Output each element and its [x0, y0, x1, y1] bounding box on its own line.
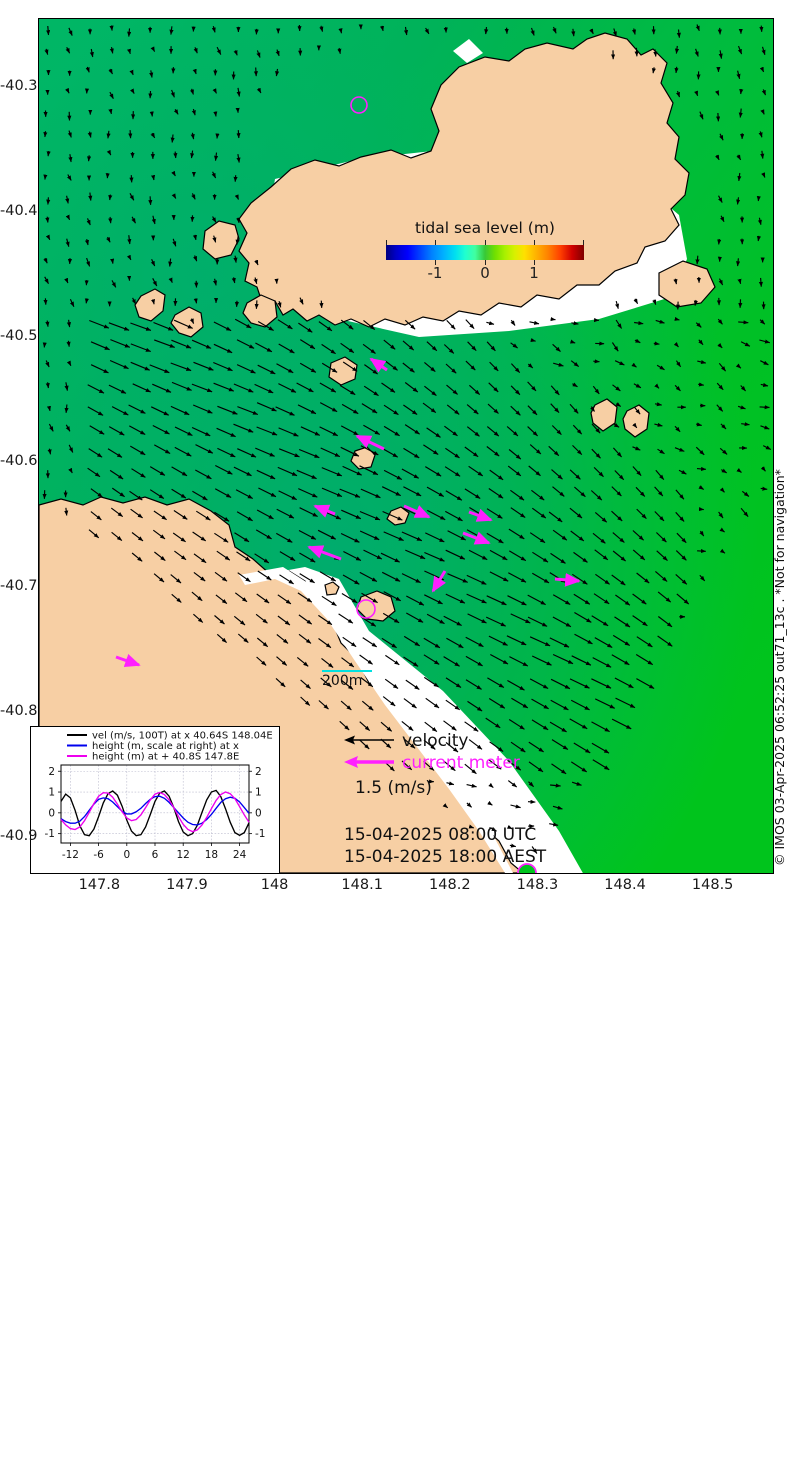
x-tick-4: 148.2: [429, 877, 471, 893]
velocity-arrow-icon: [344, 731, 396, 753]
svg-text:-6: -6: [93, 849, 104, 861]
svg-text:1: 1: [48, 787, 55, 799]
colorbar-gradient: [386, 245, 584, 260]
time-local: 15-04-2025 18:00 AEST: [344, 846, 546, 868]
y-tick-3: -40.6: [0, 453, 34, 469]
scale-bar-line: [322, 670, 372, 672]
time-utc: 15-04-2025 08:00 UTC: [344, 824, 546, 846]
y-tick-4: -40.7: [0, 578, 34, 594]
inset-legend-label-1: height (m, scale at right) at x: [92, 741, 239, 752]
x-tick-0: 147.8: [79, 877, 121, 893]
svg-text:12: 12: [177, 849, 190, 861]
y-tick-6: -40.9: [0, 828, 34, 844]
inset-legend-label-0: vel (m/s, 100T) at x 40.64S 148.04E: [92, 731, 273, 742]
credit-text-container: © IMOS 03-Apr-2025 06:52:25 out71_13c . …: [772, 866, 788, 1466]
scale-bar-label: 200m: [322, 673, 372, 689]
svg-text:2: 2: [255, 766, 262, 778]
svg-text:-1: -1: [45, 828, 55, 840]
colorbar: tidal sea level (m) -1 0 1: [377, 219, 593, 289]
legend-current-meter-row: current meter: [344, 753, 546, 775]
svg-text:0: 0: [255, 807, 262, 819]
x-tick-6: 148.4: [604, 877, 646, 893]
current-meter-arrow-icon: [344, 753, 396, 775]
scale-bar: 200m: [322, 670, 372, 689]
map-figure: tidal sea level (m) -1 0 1 200m: [0, 0, 794, 910]
x-tick-7: 148.5: [692, 877, 734, 893]
y-tick-0: -40.3: [0, 78, 34, 94]
svg-text:-1: -1: [255, 828, 265, 840]
svg-text:18: 18: [205, 849, 218, 861]
legend-velocity-label: velocity: [402, 731, 468, 751]
svg-text:1: 1: [255, 787, 262, 799]
svg-text:0: 0: [123, 849, 130, 861]
legend-velocity-row: velocity: [344, 731, 546, 753]
colorbar-title: tidal sea level (m): [377, 219, 593, 237]
legend-current-meter-label: current meter: [402, 753, 520, 773]
colorbar-tick-1: 0: [480, 264, 490, 282]
y-tick-5: -40.8: [0, 703, 34, 719]
x-tick-1: 147.9: [166, 877, 208, 893]
y-tick-1: -40.4: [0, 203, 34, 219]
colorbar-tick-2: 1: [529, 264, 539, 282]
legend-timestamps: 15-04-2025 08:00 UTC 15-04-2025 18:00 AE…: [344, 824, 546, 869]
inset-legend-label-2: height (m) at + 40.8S 147.8E: [92, 752, 239, 763]
x-tick-5: 148.3: [517, 877, 559, 893]
y-tick-2: -40.5: [0, 328, 34, 344]
svg-text:24: 24: [233, 849, 247, 861]
svg-text:0: 0: [48, 807, 55, 819]
x-tick-3: 148.1: [341, 877, 383, 893]
colorbar-tick-0: -1: [428, 264, 443, 282]
svg-text:2: 2: [48, 766, 55, 778]
x-tick-2: 148: [261, 877, 289, 893]
map-legend: velocity current meter 1.5 (m/s) 15-04-2…: [344, 731, 546, 874]
credit-text: © IMOS 03-Apr-2025 06:52:25 out71_13c . …: [772, 469, 787, 866]
legend-velocity-scale: 1.5 (m/s): [355, 778, 546, 798]
svg-text:-12: -12: [62, 849, 79, 861]
svg-text:6: 6: [152, 849, 159, 861]
